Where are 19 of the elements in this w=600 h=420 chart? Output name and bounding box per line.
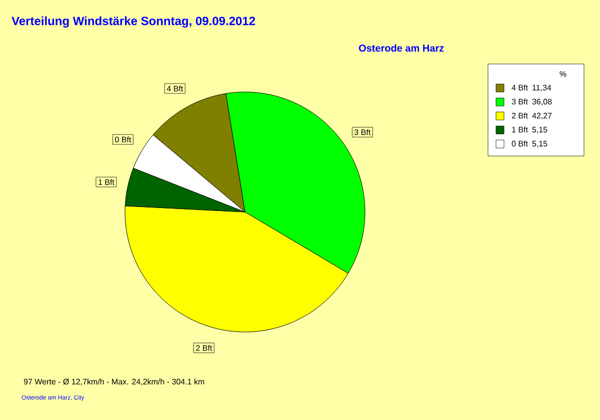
slice-label: 3 Bft xyxy=(354,129,371,136)
slice-label: 0 Bft xyxy=(115,136,132,142)
data-label: 36,08 xyxy=(532,98,552,106)
legend-label: 1 Bft xyxy=(512,126,528,132)
legend-title: % xyxy=(560,71,566,77)
data-label: 42,27 xyxy=(532,112,552,120)
data-label: 11,34 xyxy=(532,84,552,92)
data-label: 5,15 xyxy=(532,140,548,148)
legend-label: 2 Bft xyxy=(512,112,528,118)
slice-label: 1 Bft xyxy=(98,179,114,185)
data-label: 5,15 xyxy=(532,126,548,134)
slice-label: 2 Bft xyxy=(196,344,212,351)
slice-label: 4 Bft xyxy=(166,86,184,92)
legend-label: 3 Bft xyxy=(512,98,528,104)
legend-label: 0 Bft xyxy=(512,140,528,146)
chart-title: Verteilung Windstärke Sonntag, 09.09.2012 xyxy=(12,16,256,28)
legend-label: 4 Bft xyxy=(512,84,528,90)
text: 97 Werte - Ø 12,7km/h - Max. 24,2km/h - 304.1 km xyxy=(24,378,204,386)
chart-subtitle: Osterode am Harz xyxy=(358,44,444,52)
